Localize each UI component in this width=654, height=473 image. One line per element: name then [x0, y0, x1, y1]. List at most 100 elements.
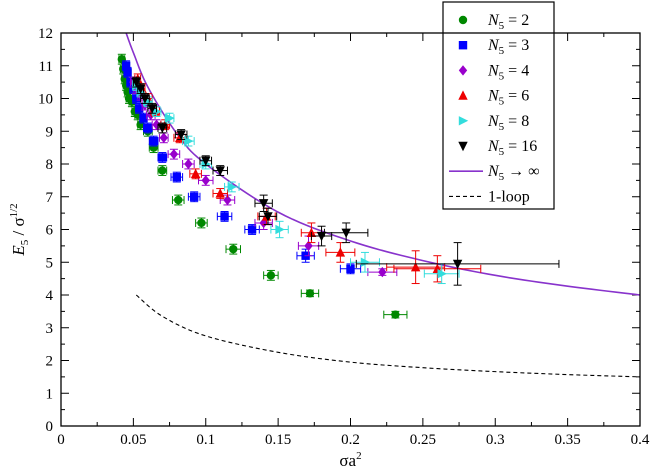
y-tick-label: 8	[46, 157, 54, 173]
data-point	[159, 132, 168, 143]
data-point	[184, 158, 193, 170]
curves-layer	[125, 33, 640, 378]
series-n5-2	[117, 53, 408, 319]
error-bar	[310, 225, 333, 247]
data-point	[131, 77, 141, 88]
x-tick-label: 0.4	[631, 432, 650, 448]
data-point	[341, 228, 351, 238]
y-tick-label: 12	[38, 26, 53, 42]
legend-box	[442, 1, 555, 210]
legend-label: 1-loop	[488, 188, 530, 205]
legend-label: N5 = 6	[487, 88, 529, 108]
data-point	[410, 261, 421, 272]
y-tick-label: 0	[46, 419, 54, 435]
data-point	[220, 212, 229, 221]
legend-marker	[458, 141, 468, 152]
y-tick-label: 3	[46, 321, 54, 337]
data-point	[184, 136, 194, 146]
data-point	[227, 182, 238, 192]
data-point	[143, 123, 153, 133]
data-point	[215, 188, 225, 198]
data-point	[223, 194, 232, 206]
data-point	[304, 240, 313, 252]
data-point	[346, 264, 355, 273]
x-tick-label: 0.35	[555, 432, 581, 448]
data-point	[139, 113, 148, 123]
plot-frame	[60, 32, 641, 427]
legend-marker	[458, 65, 468, 76]
data-point	[135, 84, 146, 94]
data-point	[147, 104, 157, 114]
x-tick-label: 0.2	[341, 432, 360, 448]
data-point	[121, 61, 131, 70]
y-tick-label: 4	[46, 288, 54, 304]
legend-label: N5 → ∞	[487, 163, 540, 183]
data-point	[263, 212, 273, 222]
data-point	[149, 136, 158, 146]
data-point	[134, 104, 144, 113]
y-tick-label: 7	[46, 190, 54, 206]
data-point	[176, 130, 186, 140]
data-point	[201, 156, 211, 166]
series-n5-16	[131, 76, 560, 286]
curve-1-loop	[135, 294, 640, 378]
data-point	[437, 269, 447, 279]
data-point	[229, 244, 238, 254]
data-point	[123, 68, 132, 77]
data-point	[158, 166, 167, 175]
legend-label: N5 = 8	[487, 113, 529, 133]
legend-label: N5 = 3	[487, 37, 529, 57]
data-point	[391, 310, 400, 319]
data-point	[275, 224, 285, 235]
series-n5-4	[129, 76, 398, 278]
x-tick-label: 0.3	[486, 432, 505, 448]
data-point	[378, 266, 387, 278]
data-point	[360, 257, 371, 267]
legend-label: N5 = 16	[487, 138, 537, 158]
data-point	[201, 175, 210, 186]
data-point	[169, 148, 179, 160]
data-point	[258, 199, 269, 209]
data-point	[197, 218, 206, 228]
x-tick-label: 0	[57, 432, 65, 448]
error-bar	[258, 207, 278, 226]
data-point	[215, 166, 225, 176]
x-tick-label: 0.15	[265, 432, 291, 448]
data-point	[172, 172, 181, 182]
data-point	[132, 94, 141, 103]
data-point	[158, 153, 167, 162]
y-axis-label: E5 / σ1/2	[8, 203, 31, 256]
y-tick-label: 2	[46, 354, 54, 370]
data-point	[189, 192, 199, 201]
data-point	[140, 94, 150, 104]
data-point	[266, 271, 276, 280]
y-tick-label: 11	[39, 59, 53, 75]
data-point	[305, 289, 315, 298]
series-n5-8	[132, 79, 460, 285]
data-point	[152, 119, 161, 130]
y-tick-label: 10	[38, 92, 53, 108]
data-point	[247, 225, 257, 234]
points-layer	[117, 53, 560, 319]
data-point	[335, 247, 346, 257]
legend-marker	[458, 90, 468, 100]
legend-label: N5 = 4	[487, 62, 529, 82]
legend-marker	[458, 41, 468, 50]
x-tick-label: 0.05	[120, 432, 146, 448]
legend-marker	[458, 15, 468, 25]
data-point	[316, 231, 327, 242]
y-tick-label: 5	[46, 255, 54, 271]
legend-label: N5 = 2	[487, 12, 529, 32]
y-tick-label: 9	[46, 124, 54, 140]
x-axis-label: σa2	[339, 450, 361, 470]
x-tick-label: 0.1	[196, 432, 215, 448]
data-point	[190, 168, 201, 179]
y-tick-label: 6	[46, 223, 54, 239]
data-point	[174, 195, 183, 205]
data-point	[165, 113, 175, 123]
data-point	[452, 259, 463, 270]
y-tick-label: 1	[46, 386, 54, 402]
legend-marker	[458, 116, 469, 126]
x-tick-label: 0.25	[410, 432, 436, 448]
